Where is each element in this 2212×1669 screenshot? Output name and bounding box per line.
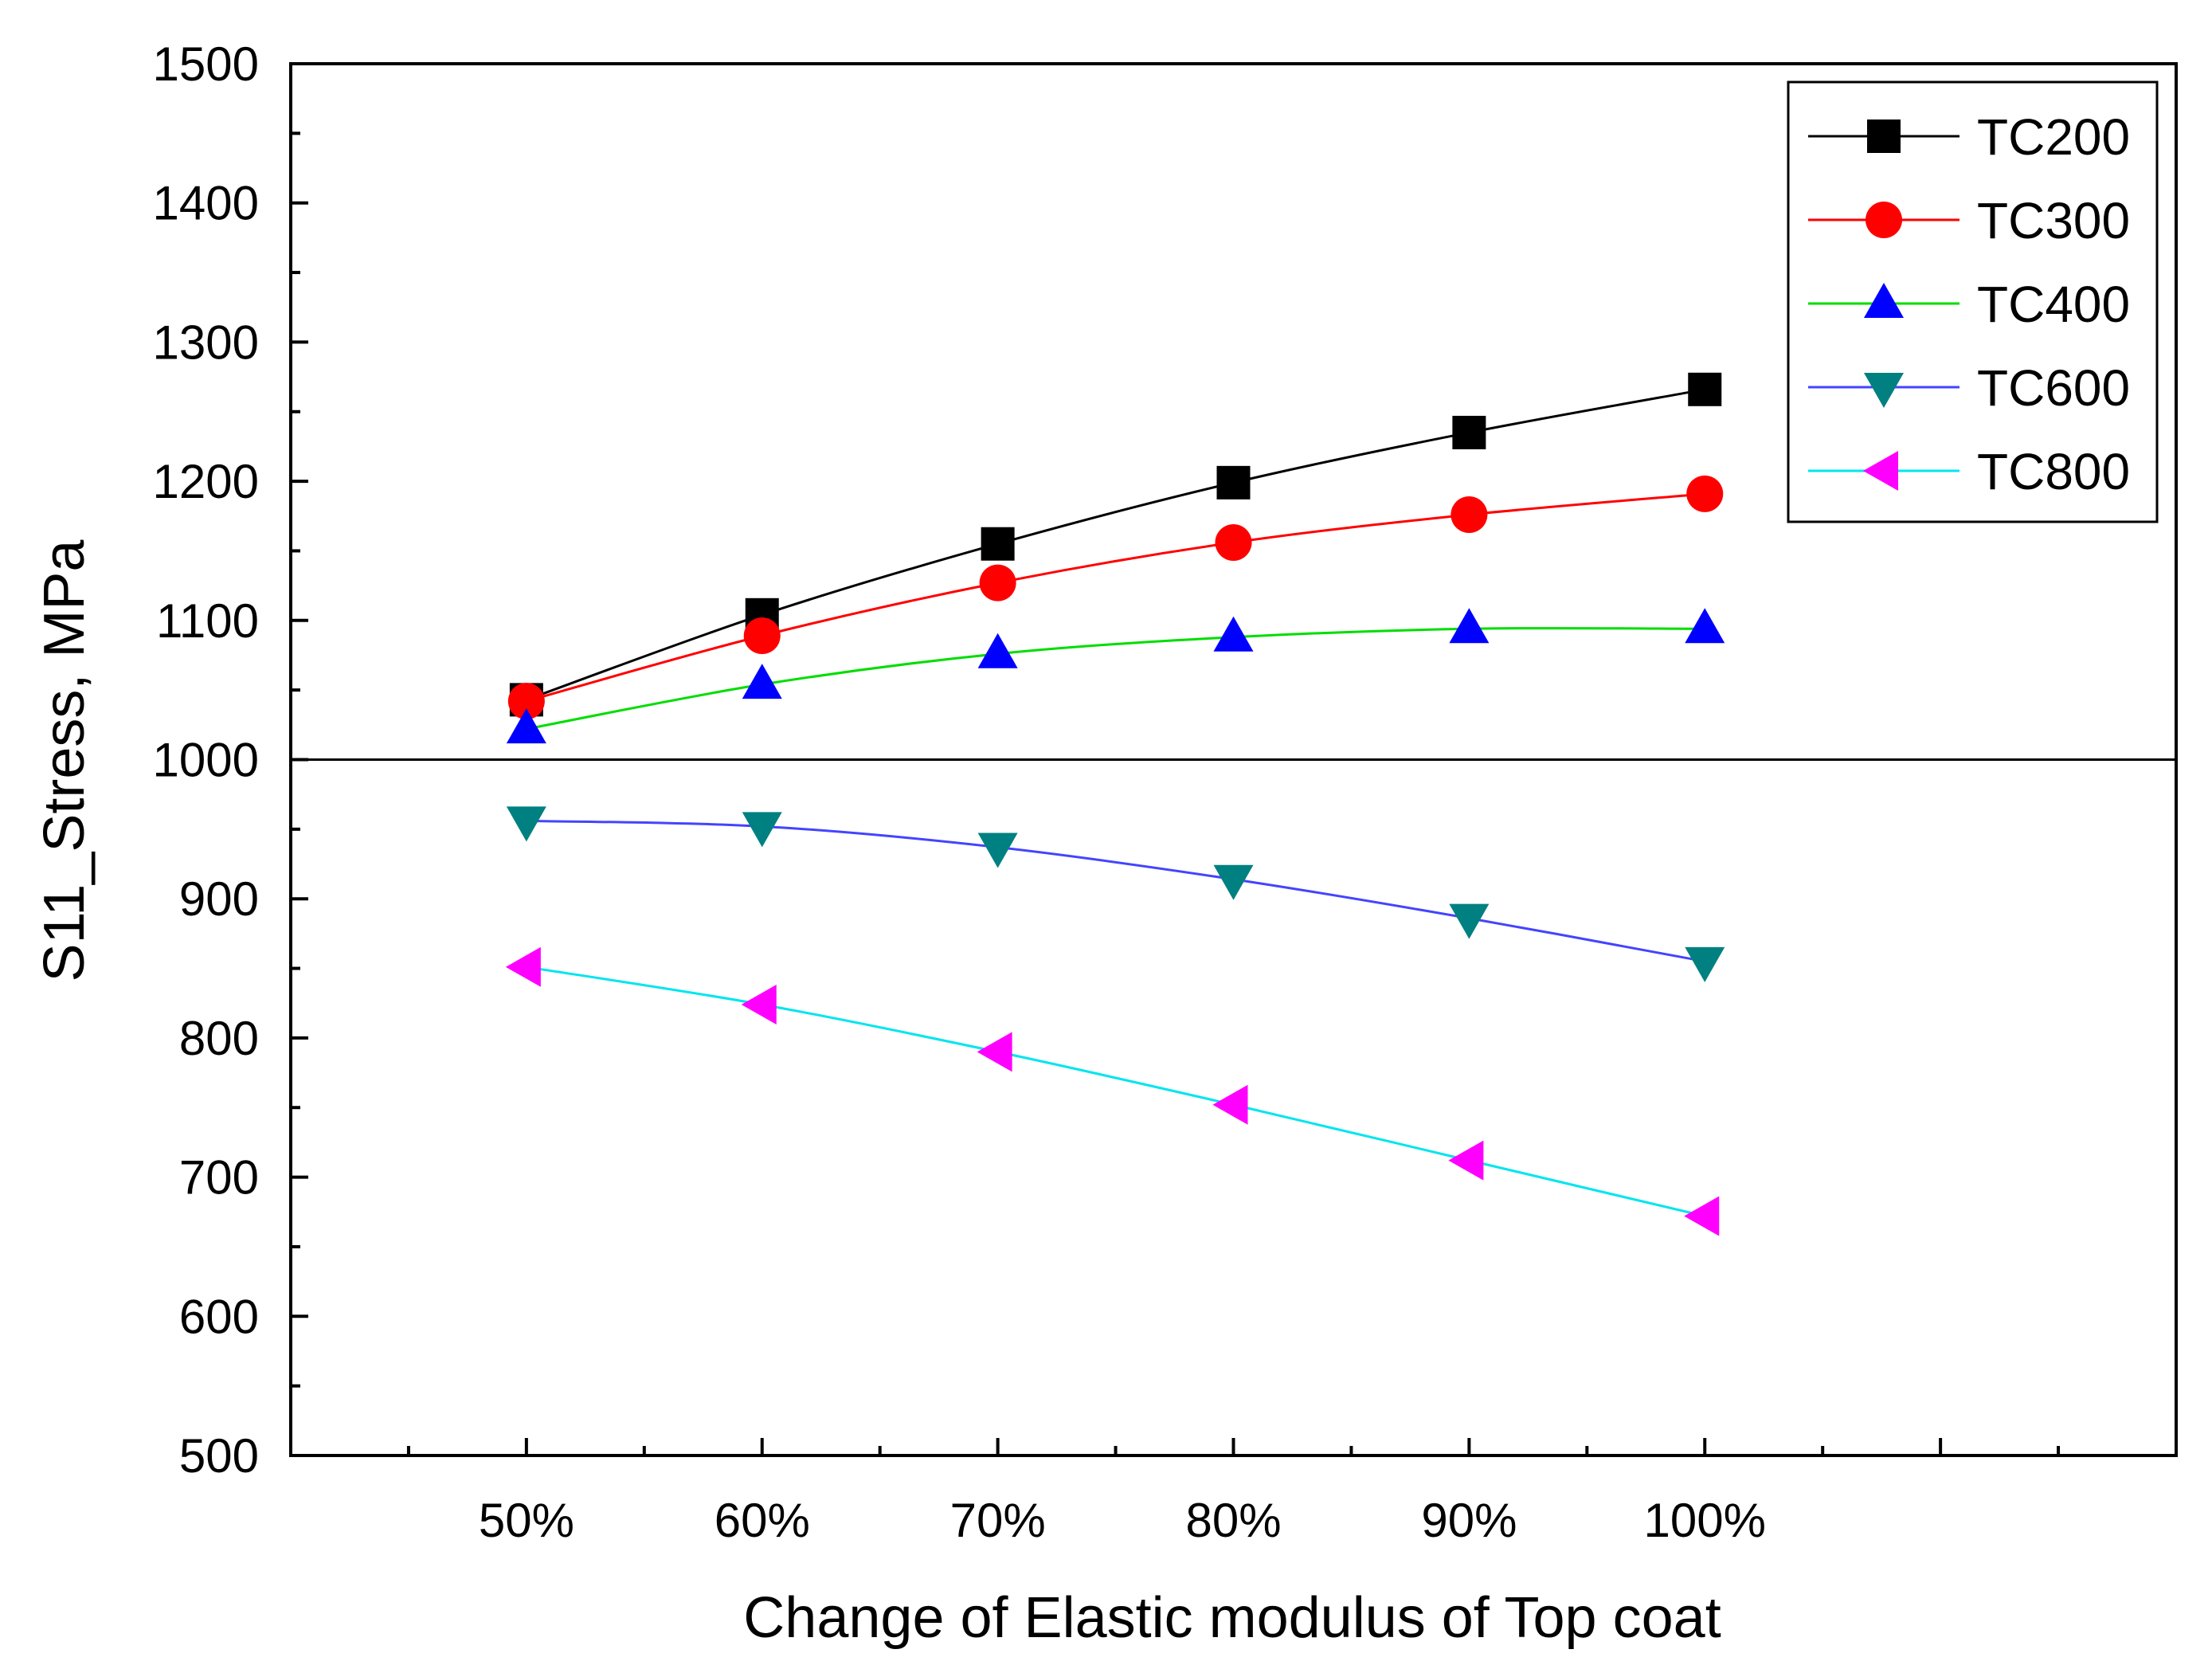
y-tick-label: 1200 — [153, 455, 259, 508]
series-tc200 — [509, 372, 1722, 717]
x-tick-label: 100% — [1644, 1494, 1766, 1547]
series-line — [526, 627, 1705, 731]
data-point — [1684, 1196, 1720, 1236]
series-line — [526, 388, 1705, 701]
y-tick-label: 1300 — [153, 315, 259, 369]
series-line — [526, 492, 1705, 703]
y-tick-label: 1500 — [153, 37, 259, 91]
y-tick-label: 900 — [179, 872, 259, 926]
legend-entry: TC400 — [1808, 276, 2130, 333]
legend-label: TC300 — [1977, 192, 2130, 249]
data-point — [1212, 1084, 1248, 1125]
y-tick-label: 1100 — [156, 594, 259, 648]
legend-entry: TC200 — [1808, 108, 2130, 166]
data-point — [506, 806, 546, 842]
x-tick-label: 70% — [950, 1494, 1046, 1547]
data-point — [742, 812, 782, 848]
legend-label: TC400 — [1977, 276, 2130, 333]
legend-label: TC800 — [1977, 443, 2130, 500]
y-tick-label: 600 — [179, 1290, 259, 1343]
data-point — [743, 617, 781, 655]
data-point — [979, 564, 1016, 601]
legend-marker — [1864, 283, 1904, 318]
x-tick-label: 50% — [479, 1494, 574, 1547]
x-axis-title: Change of Elastic modulus of Top coat — [743, 1586, 1721, 1650]
data-point — [1213, 616, 1254, 652]
data-point — [977, 633, 1018, 668]
data-point — [1216, 465, 1251, 500]
legend-entry: TC300 — [1808, 192, 2130, 249]
series-line — [526, 966, 1705, 1217]
data-point — [1685, 946, 1725, 982]
data-point — [1452, 415, 1486, 449]
data-point — [742, 664, 782, 699]
legend-entry: TC800 — [1808, 443, 2130, 500]
y-tick-label: 800 — [179, 1012, 259, 1065]
legend-marker — [1864, 373, 1904, 408]
axis-layer: 500 600 700 800 900 1000 1100 1200 1300 1400 1500 5… — [153, 37, 2178, 1547]
legend-marker — [1863, 451, 1898, 491]
data-point — [1688, 372, 1722, 406]
data-point — [741, 984, 777, 1025]
series-layer — [505, 372, 1725, 1236]
series-tc400 — [506, 608, 1725, 744]
data-point — [977, 1032, 1012, 1072]
data-point — [1685, 608, 1725, 644]
data-point — [1449, 903, 1490, 939]
series-line — [526, 819, 1705, 963]
legend-marker — [1867, 119, 1901, 153]
data-point — [1213, 864, 1254, 900]
data-point — [507, 683, 545, 720]
data-point — [1448, 1140, 1484, 1181]
data-point — [1686, 475, 1724, 512]
data-point — [981, 527, 1015, 561]
y-axis-title: S11_Stress, MPa — [33, 539, 96, 982]
y-tick-label: 1400 — [153, 177, 259, 230]
x-tick-label: 80% — [1185, 1494, 1281, 1547]
y-tick-label: 1000 — [153, 734, 259, 787]
data-point — [1449, 608, 1490, 644]
series-tc800 — [505, 946, 1720, 1236]
x-tick-label: 90% — [1421, 1494, 1517, 1547]
legend-label: TC200 — [1977, 108, 2130, 166]
legend-box — [1787, 80, 2159, 523]
legend: TC200 TC300 TC400 TC600 TC800 — [1787, 80, 2159, 523]
y-tick-label: 500 — [179, 1429, 259, 1483]
legend-marker — [1866, 202, 1902, 238]
x-tick-label: 60% — [714, 1494, 810, 1547]
y-tick-label: 700 — [179, 1151, 259, 1205]
data-point — [1215, 523, 1252, 561]
legend-entry: TC600 — [1808, 359, 2130, 417]
series-tc300 — [507, 475, 1724, 720]
data-point — [1451, 496, 1488, 534]
data-point — [505, 946, 541, 987]
series-tc600 — [506, 806, 1725, 982]
data-point — [506, 708, 546, 744]
legend-label: TC600 — [1977, 359, 2130, 417]
data-point — [977, 833, 1018, 868]
